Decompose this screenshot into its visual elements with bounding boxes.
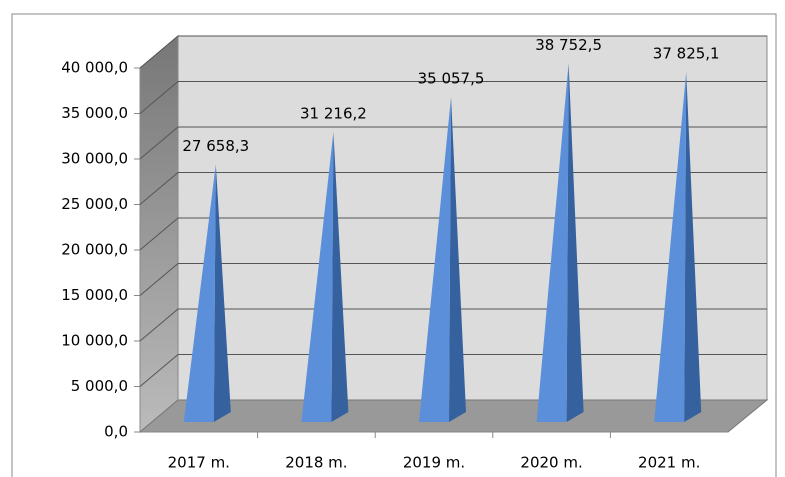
pyramid-side xyxy=(684,71,702,422)
pyramid-front xyxy=(183,164,216,423)
y-tick-label: 10 000,0 xyxy=(61,332,128,350)
pyramid-front xyxy=(301,131,334,422)
x-tick-label: 2020 m. xyxy=(520,454,582,472)
data-label: 31 216,2 xyxy=(300,104,367,122)
y-tick-label: 25 000,0 xyxy=(61,195,128,213)
grid-line xyxy=(139,35,767,69)
y-tick-label: 15 000,0 xyxy=(61,286,128,304)
pyramid-front xyxy=(654,71,687,422)
data-label: 27 658,3 xyxy=(182,137,249,155)
grid-line xyxy=(139,81,767,114)
pyramid-front xyxy=(536,63,569,423)
chart-border xyxy=(11,13,777,477)
y-tick-label: 5 000,0 xyxy=(71,377,128,395)
data-label: 37 825,1 xyxy=(653,44,720,62)
data-label: 35 057,5 xyxy=(418,69,485,87)
y-tick-label: 40 000,0 xyxy=(61,59,128,77)
pyramid-side xyxy=(213,164,231,423)
y-tick-label: 0,0 xyxy=(104,423,128,441)
y-tick-label: 30 000,0 xyxy=(61,150,128,168)
y-tick-label: 35 000,0 xyxy=(61,104,128,122)
pyramid-side xyxy=(566,63,584,423)
pyramid-side xyxy=(449,96,466,423)
pyramid-front xyxy=(419,96,451,423)
x-tick-label: 2018 m. xyxy=(285,454,347,472)
y-tick-label: 20 000,0 xyxy=(61,241,128,259)
data-label: 38 752,5 xyxy=(535,36,602,54)
x-tick-label: 2017 m. xyxy=(168,454,230,472)
x-tick-label: 2019 m. xyxy=(403,454,465,472)
x-tick-label: 2021 m. xyxy=(638,454,700,472)
pyramid-side xyxy=(331,131,349,422)
